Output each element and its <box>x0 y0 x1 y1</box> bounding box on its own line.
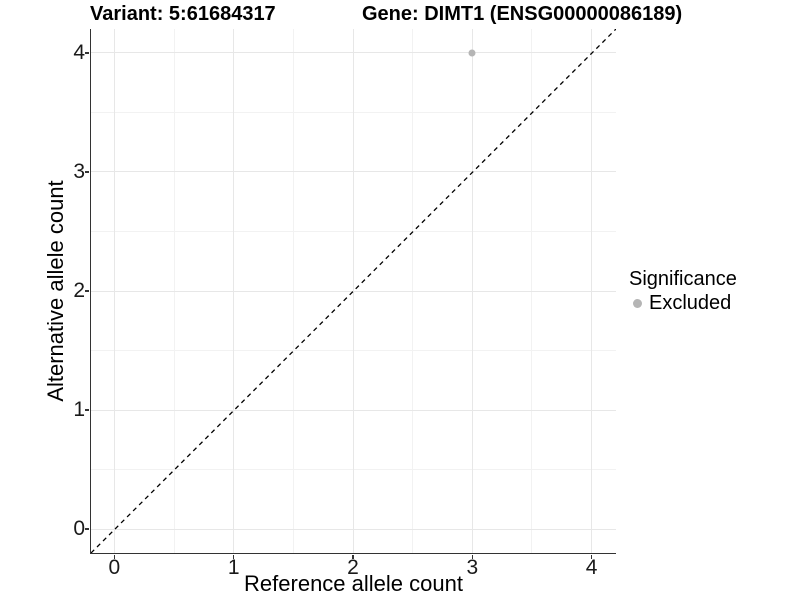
y-axis-tick <box>85 52 89 54</box>
x-axis-tick <box>232 554 235 559</box>
y-tick-label: 1 <box>73 398 85 422</box>
legend: Significance Excluded <box>628 267 737 314</box>
x-axis-tick <box>113 554 116 559</box>
identity-line <box>90 29 616 553</box>
x-tick-label: 3 <box>466 555 479 579</box>
variant-title: Variant: 5:61684317 <box>90 3 276 25</box>
y-axis-tick <box>85 171 89 173</box>
legend-item-label: Excluded <box>649 292 732 314</box>
y-tick-label: 3 <box>73 159 85 183</box>
y-axis-tick <box>85 528 89 530</box>
x-tick-label: 4 <box>585 555 598 579</box>
x-tick-label: 1 <box>227 555 240 579</box>
y-major-gridline <box>90 290 616 292</box>
x-axis-tick <box>471 554 474 559</box>
gene-title: Gene: DIMT1 (ENSG00000086189) <box>362 3 683 25</box>
x-axis-title: Reference allele count <box>244 571 463 596</box>
legend-title: Significance <box>629 268 737 290</box>
y-tick-label: 2 <box>73 279 85 302</box>
y-major-gridline <box>90 409 616 411</box>
excluded-marker-icon <box>633 298 642 308</box>
y-major-gridline <box>90 171 616 173</box>
x-tick-label: 0 <box>108 555 121 579</box>
y-major-gridline <box>90 528 616 530</box>
y-major-gridline <box>90 52 616 54</box>
legend-item-excluded: Excluded <box>628 292 737 314</box>
y-tick-label: 4 <box>73 40 85 64</box>
data-point <box>468 49 476 57</box>
x-axis-tick <box>352 554 354 559</box>
y-axis-tick <box>85 290 89 292</box>
x-axis-tick <box>590 554 593 559</box>
y-tick-label: 0 <box>73 517 85 541</box>
x-tick-label: 2 <box>347 555 359 579</box>
y-axis-tick <box>85 409 89 411</box>
plot-panel: 0 1 2 3 4 0 1 2 3 4 <box>73 29 616 578</box>
